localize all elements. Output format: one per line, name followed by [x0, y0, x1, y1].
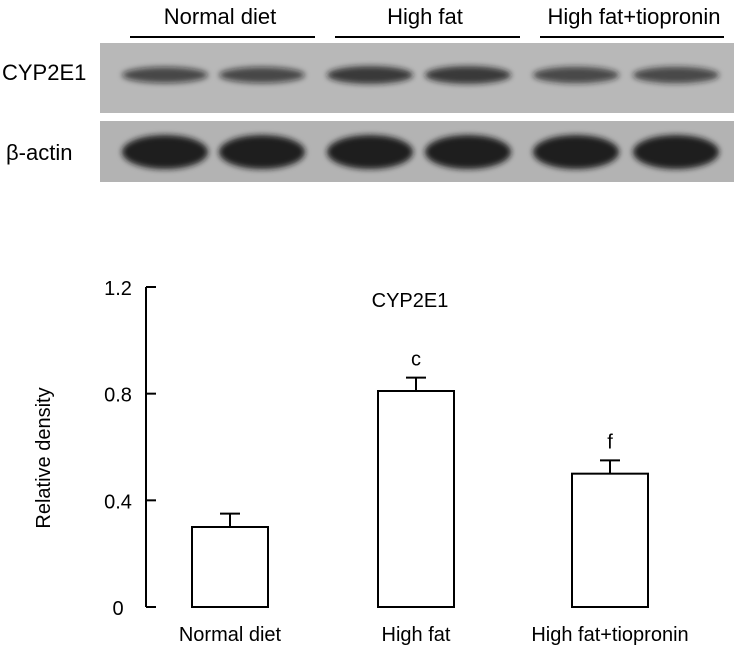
- bar-normal-diet: [191, 526, 269, 608]
- blot-strip-cyp2e1: [100, 43, 734, 113]
- blot-band-cyp2e1-lane-4: [425, 66, 511, 84]
- y-tick-label: 0.8: [104, 385, 132, 407]
- bars: cf: [191, 349, 649, 608]
- bar-high-fat: [377, 390, 455, 608]
- y-tick-label: 1.2: [104, 278, 132, 300]
- blot-band-actin-lane-1: [122, 135, 208, 169]
- y-tick-label: 0.4: [104, 491, 132, 513]
- blot-bands-cyp2e1: [122, 66, 719, 84]
- blot-band-actin-lane-2: [219, 135, 305, 169]
- blot-group-label-high-fat-tiopronin: High fat+tiopronin: [547, 4, 720, 29]
- x-tick-label-high-fat-tiopronin: High fat+tiopronin: [531, 624, 688, 646]
- blot-band-cyp2e1-lane-3: [327, 66, 413, 84]
- x-axis-tick-labels: Normal diet High fat High fat+tiopronin: [179, 624, 689, 646]
- blot-group-label-high-fat: High fat: [387, 4, 463, 29]
- western-blot-panel: Normal diet High fat High fat+tiopronin …: [2, 4, 734, 182]
- y-axis-ticks: 0 0.4 0.8 1.2: [104, 278, 156, 620]
- y-axis-label: Relative density: [33, 387, 55, 528]
- blot-row-label-cyp2e1: CYP2E1: [2, 60, 86, 85]
- bar-high-fat-tiopronin: [571, 472, 649, 608]
- blot-band-cyp2e1-lane-2: [219, 67, 305, 83]
- bar-chart: CYP2E1 Relative density 00.40.81.2 cf No…: [33, 278, 689, 646]
- chart-title: CYP2E1: [372, 290, 449, 312]
- significance-label-high-fat: c: [411, 349, 421, 371]
- blot-band-actin-lane-5: [533, 135, 619, 169]
- blot-band-actin-lane-6: [633, 135, 719, 169]
- blot-row-label-beta-actin: β-actin: [6, 140, 72, 165]
- blot-band-cyp2e1-lane-5: [533, 66, 619, 84]
- x-tick-label-normal-diet: Normal diet: [179, 624, 282, 646]
- blot-band-actin-lane-4: [425, 135, 511, 169]
- blot-group-label-normal-diet: Normal diet: [164, 4, 276, 29]
- x-tick-label-high-fat: High fat: [382, 624, 451, 646]
- blot-band-cyp2e1-lane-1: [122, 67, 208, 83]
- blot-band-actin-lane-3: [327, 135, 413, 169]
- blot-bands-beta-actin: [122, 135, 719, 169]
- significance-label-high-fat-tiopronin: f: [607, 431, 613, 453]
- y-tick-label: 0: [112, 598, 123, 620]
- blot-band-cyp2e1-lane-6: [633, 66, 719, 84]
